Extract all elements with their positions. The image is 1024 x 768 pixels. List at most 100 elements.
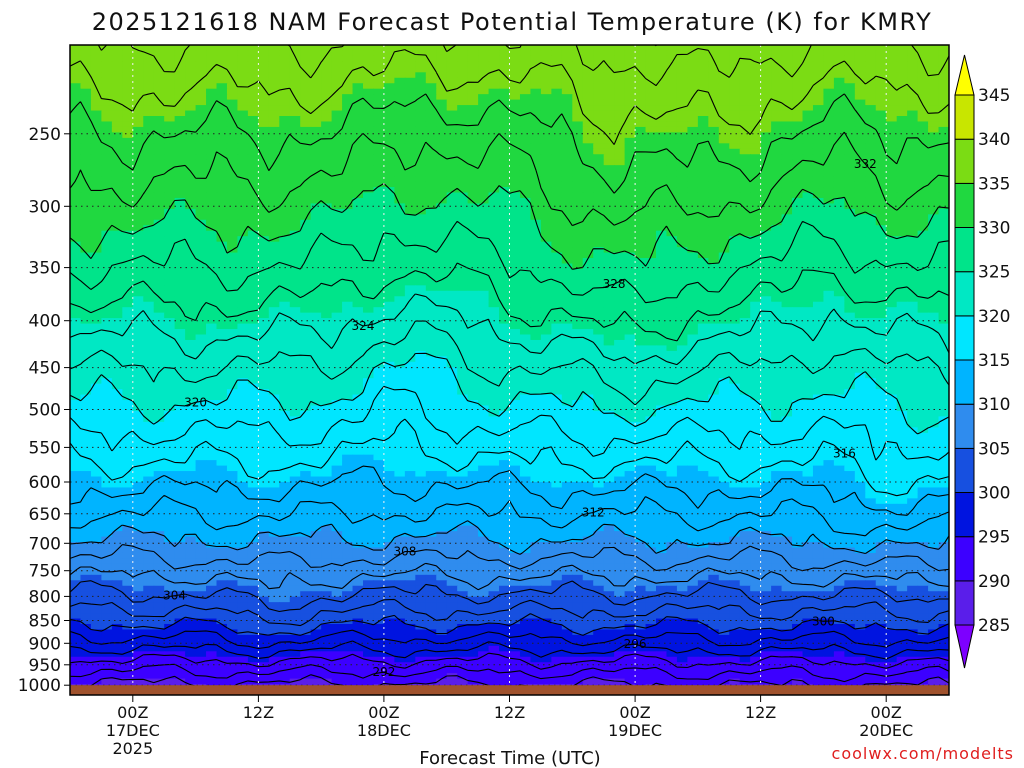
field-cell <box>373 72 385 79</box>
field-cell <box>792 345 804 352</box>
field-cell <box>760 247 772 254</box>
field-cell <box>111 258 123 265</box>
field-cell <box>896 208 908 215</box>
field-cell <box>342 181 354 188</box>
field-cell <box>656 203 668 210</box>
field-cell <box>676 165 688 172</box>
field-cell <box>666 329 678 336</box>
field-cell <box>603 72 615 79</box>
field-cell <box>896 225 908 232</box>
field-cell <box>195 290 207 297</box>
field-cell <box>551 45 563 52</box>
field-cell <box>729 230 741 237</box>
field-cell <box>635 121 647 128</box>
field-cell <box>760 165 772 172</box>
field-cell <box>373 143 385 150</box>
field-cell <box>363 367 375 374</box>
field-cell <box>614 187 626 194</box>
field-cell <box>279 263 291 270</box>
field-cell <box>656 247 668 254</box>
field-cell <box>122 329 134 336</box>
field-cell <box>823 279 835 286</box>
field-cell <box>206 116 218 123</box>
field-cell <box>739 143 751 150</box>
field-cell <box>216 88 228 95</box>
field-cell <box>697 61 709 68</box>
field-cell <box>122 181 134 188</box>
field-cell <box>708 55 720 62</box>
field-cell <box>907 45 919 52</box>
field-cell <box>928 214 940 221</box>
field-cell <box>907 274 919 281</box>
field-cell <box>499 192 511 199</box>
field-cell <box>530 361 542 368</box>
field-cell <box>750 345 762 352</box>
field-cell <box>551 230 563 237</box>
field-cell <box>739 361 751 368</box>
field-cell <box>645 361 657 368</box>
field-cell <box>488 94 500 101</box>
field-cell <box>938 61 949 68</box>
field-cell <box>310 170 322 177</box>
field-cell <box>802 165 814 172</box>
field-cell <box>247 219 259 226</box>
field-cell <box>289 263 301 270</box>
field-cell <box>676 296 688 303</box>
field-cell <box>373 126 385 133</box>
field-cell <box>697 279 709 286</box>
field-cell <box>509 132 521 139</box>
field-cell <box>488 148 500 155</box>
field-cell <box>530 110 542 117</box>
field-cell <box>802 83 814 90</box>
field-cell <box>153 88 165 95</box>
field-cell <box>854 61 866 68</box>
field-cell <box>656 258 668 265</box>
field-cell <box>226 345 239 352</box>
field-cell <box>226 159 239 166</box>
field-cell <box>771 110 783 117</box>
field-cell <box>373 192 385 199</box>
field-cell <box>792 159 804 166</box>
field-cell <box>603 181 615 188</box>
field-cell <box>718 132 730 139</box>
field-cell <box>404 99 416 106</box>
field-cell <box>729 105 741 112</box>
field-cell <box>907 176 919 183</box>
field-cell <box>488 350 500 357</box>
field-cell <box>258 279 270 286</box>
field-cell <box>771 94 783 101</box>
field-cell <box>792 110 804 117</box>
field-cell <box>488 187 500 194</box>
field-cell <box>676 219 688 226</box>
field-cell <box>509 94 521 101</box>
field-cell <box>760 203 772 210</box>
field-cell <box>676 214 688 221</box>
field-cell <box>718 137 730 144</box>
field-cell <box>729 77 741 84</box>
field-cell <box>875 192 887 199</box>
field-cell <box>352 225 364 232</box>
field-cell <box>394 192 406 199</box>
field-cell <box>226 356 239 363</box>
field-cell <box>739 290 751 297</box>
field-cell <box>603 290 615 297</box>
field-cell <box>279 345 291 352</box>
field-cell <box>739 192 751 199</box>
field-cell <box>404 45 416 52</box>
field-cell <box>572 225 584 232</box>
field-cell <box>928 88 940 95</box>
field-cell <box>394 285 406 292</box>
field-cell <box>425 236 437 243</box>
field-cell <box>446 165 458 172</box>
field-cell <box>938 176 949 183</box>
field-cell <box>237 45 249 52</box>
field-cell <box>132 350 144 357</box>
field-cell <box>258 334 270 341</box>
field-cell <box>708 268 720 276</box>
field-cell <box>185 367 197 374</box>
field-cell <box>561 77 573 84</box>
field-cell <box>676 247 688 254</box>
field-cell <box>436 45 448 52</box>
field-cell <box>854 290 866 297</box>
field-cell <box>363 181 375 188</box>
